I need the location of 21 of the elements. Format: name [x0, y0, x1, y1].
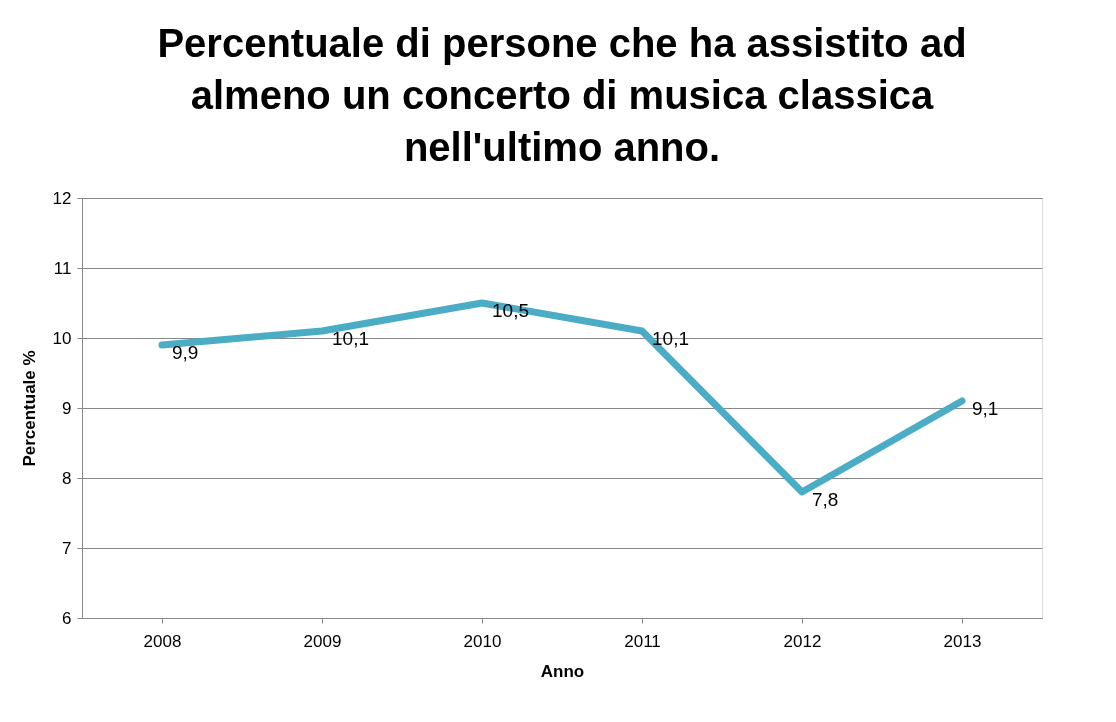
y-tick-label: 11	[53, 258, 72, 278]
data-label: 9,9	[172, 342, 199, 363]
data-label: 10,1	[332, 328, 369, 349]
x-axis-title: Anno	[540, 661, 585, 681]
data-label: 10,1	[652, 328, 689, 349]
y-tick-label: 12	[52, 188, 72, 208]
y-tick-label: 7	[62, 538, 72, 558]
data-label: 9,1	[972, 398, 999, 419]
x-tick-label: 2008	[143, 631, 182, 651]
x-tick-label: 2010	[463, 631, 502, 651]
y-axis-title: Percentuale %	[19, 350, 39, 467]
x-tick-label: 2012	[783, 631, 822, 651]
x-tick-label: 2013	[943, 631, 982, 651]
y-tick-label: 6	[62, 608, 72, 628]
y-tick-label: 10	[52, 328, 72, 348]
data-label: 7,8	[812, 489, 839, 510]
x-tick-label: 2009	[303, 631, 342, 651]
y-tick-label: 9	[62, 398, 72, 418]
chart-title: Percentuale di persone che ha assistito ad almeno un concerto di musica classica nell'ultimo anno.	[157, 21, 967, 169]
x-tick-label: 2011	[624, 631, 661, 651]
y-tick-label: 8	[62, 468, 72, 488]
